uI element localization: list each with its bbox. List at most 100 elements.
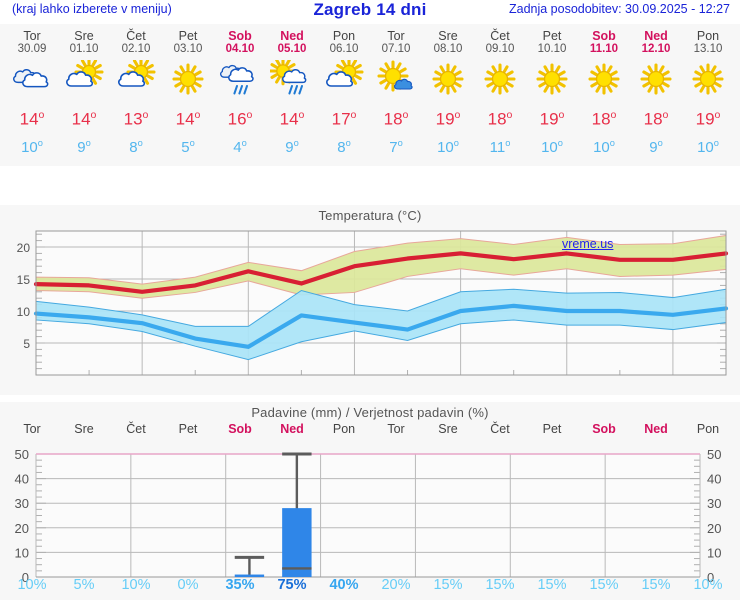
- day-name: Čet: [126, 29, 146, 43]
- precip-probability-label: 0%: [177, 577, 199, 593]
- day-date: 30.09: [17, 43, 47, 55]
- forecast-day-column: Pon 13.10 19o 10o: [682, 24, 734, 166]
- precip-day-label: Tor: [387, 422, 405, 436]
- svg-text:10: 10: [707, 545, 721, 560]
- precip-day-label: Čet: [126, 422, 146, 436]
- precip-day-label: Pon: [332, 422, 356, 436]
- forecast-day-column: Pon 06.10 17o 8o: [318, 24, 370, 166]
- day-name: Sre: [438, 29, 458, 43]
- forecast-day-column: Čet 02.10 13o 8o: [110, 24, 162, 166]
- day-date: 11.10: [589, 43, 619, 55]
- min-temperature: 10o: [593, 137, 615, 156]
- precip-probability-label: 15%: [433, 577, 463, 593]
- max-temperature: 14o: [19, 109, 45, 129]
- precip-day-label: Pet: [542, 422, 562, 436]
- precip-day-label: Ned: [644, 422, 668, 436]
- page-title: Zagreb 14 dni: [313, 0, 427, 19]
- day-name: Ned: [644, 29, 668, 43]
- precip-probability-label: 15%: [641, 577, 671, 593]
- precip-probability-label: 10%: [693, 577, 723, 593]
- forecast-day-column: Sre 01.10 14o 9o: [58, 24, 110, 166]
- precip-day-label: Pon: [696, 422, 720, 436]
- partly-sunny-icon: [62, 59, 106, 99]
- day-name: Sob: [228, 29, 252, 43]
- min-temperature: 9o: [77, 137, 91, 156]
- forecast-day-column: Sob 11.10 18o 10o: [578, 24, 630, 166]
- day-date: 13.10: [693, 43, 723, 55]
- precip-probability-label: 15%: [537, 577, 567, 593]
- min-temperature: 9o: [649, 137, 663, 156]
- precipitation-day-labels: Tor Sre Čet Pet Sob Ned Pon Tor Sre Čet Pet Sob Ned P…: [0, 422, 740, 440]
- precip-day-label: Sob: [592, 422, 616, 436]
- forecast-day-column: Pet 10.10 19o 10o: [526, 24, 578, 166]
- max-temperature: 13o: [123, 109, 149, 129]
- daily-forecast-columns: Tor 30.09 14o 10o Sre 01.10 14o 9o Čet 02.10 13…: [0, 24, 740, 166]
- watermark-label: vreme.us: [562, 237, 614, 251]
- day-name: Pon: [696, 29, 720, 43]
- precipitation-plot: 0 0 10 10 20 20 30 30 40 40 50 50: [15, 447, 722, 585]
- svg-text:5: 5: [23, 337, 30, 351]
- sunny-icon: [478, 59, 522, 99]
- max-temperature: 18o: [383, 109, 409, 129]
- daily-forecast-strip: Tor 30.09 14o 10o Sre 01.10 14o 9o Čet 02.10 13…: [0, 24, 740, 166]
- precip-day-label: Sre: [438, 422, 458, 436]
- min-temperature: 9o: [285, 137, 299, 156]
- max-temperature: 16o: [227, 109, 253, 129]
- max-temperature: 14o: [71, 109, 97, 129]
- day-date: 02.10: [121, 43, 151, 55]
- sunny-icon: [686, 59, 730, 99]
- svg-text:20: 20: [17, 241, 31, 255]
- day-name: Sob: [592, 29, 616, 43]
- page-header: (kraj lahko izberete v meniju) Zagreb 14…: [0, 0, 740, 22]
- forecast-day-column: Tor 07.10 18o 7o: [370, 24, 422, 166]
- max-temperature: 17o: [331, 109, 357, 129]
- forecast-day-column: Tor 30.09 14o 10o: [6, 24, 58, 166]
- sunny-icon: [582, 59, 626, 99]
- precip-day-label: Pet: [178, 422, 198, 436]
- min-temperature: 5o: [181, 137, 195, 156]
- svg-text:0: 0: [22, 570, 29, 585]
- partly-sunny-icon: [322, 59, 366, 99]
- sun-small-cloud-icon: [374, 59, 418, 99]
- day-name: Tor: [23, 29, 41, 43]
- day-name: Tor: [387, 29, 405, 43]
- svg-text:10: 10: [17, 305, 31, 319]
- day-name: Pet: [178, 29, 198, 43]
- sunny-icon: [530, 59, 574, 99]
- partly-sunny-icon: [114, 59, 158, 99]
- temperature-chart-title: Temperatura (°C): [318, 208, 422, 223]
- precip-day-label: Ned: [280, 422, 304, 436]
- day-name: Sre: [74, 29, 94, 43]
- max-temperature: 18o: [487, 109, 513, 129]
- max-temperature: 18o: [591, 109, 617, 129]
- rain-cloud-icon: [218, 59, 262, 99]
- precip-probability-label: 15%: [485, 577, 515, 593]
- max-temperature: 19o: [435, 109, 461, 129]
- day-date: 07.10: [381, 43, 411, 55]
- sunny-icon: [426, 59, 470, 99]
- sunny-icon: [634, 59, 678, 99]
- temperature-plot: 5 10 15 20: [17, 230, 729, 376]
- max-temperature: 14o: [175, 109, 201, 129]
- precip-probability-label: 10%: [17, 577, 47, 593]
- last-update-text: Zadnja posodobitev: 30.09.2025 - 12:27: [508, 2, 730, 16]
- min-temperature: 10o: [541, 137, 563, 156]
- precipitation-chart-title: Padavine (mm) / Verjetnost padavin (%): [251, 405, 489, 420]
- svg-text:15: 15: [17, 273, 31, 287]
- day-name: Pon: [332, 29, 356, 43]
- max-temperature: 19o: [695, 109, 721, 129]
- forecast-day-column: Ned 05.10 14o 9o: [266, 24, 318, 166]
- precip-day-label: Sob: [228, 422, 252, 436]
- svg-text:30: 30: [15, 496, 29, 511]
- day-date: 06.10: [329, 43, 359, 55]
- day-date: 04.10: [225, 43, 255, 55]
- precip-probability-label: 35%: [225, 577, 255, 593]
- temperature-chart: Temperatura (°C) 5 10 15 20 vreme.us: [0, 205, 740, 395]
- svg-text:40: 40: [15, 472, 29, 487]
- precip-day-label: Čet: [490, 422, 510, 436]
- sun-rain-icon: [270, 59, 314, 99]
- min-temperature: 11o: [489, 137, 511, 156]
- max-temperature: 18o: [643, 109, 669, 129]
- precip-probability-label: 15%: [589, 577, 619, 593]
